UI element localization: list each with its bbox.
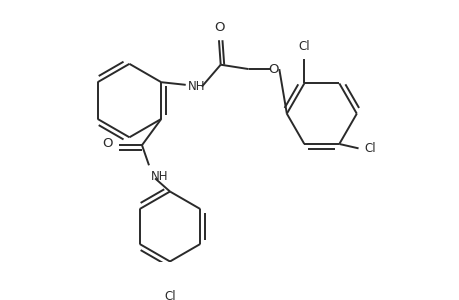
Text: O: O [102, 137, 113, 150]
Text: Cl: Cl [298, 40, 309, 53]
Text: NH: NH [187, 80, 205, 93]
Text: O: O [214, 21, 224, 34]
Text: Cl: Cl [364, 142, 375, 155]
Text: Cl: Cl [164, 290, 175, 300]
Text: O: O [267, 63, 278, 76]
Text: NH: NH [151, 170, 168, 183]
